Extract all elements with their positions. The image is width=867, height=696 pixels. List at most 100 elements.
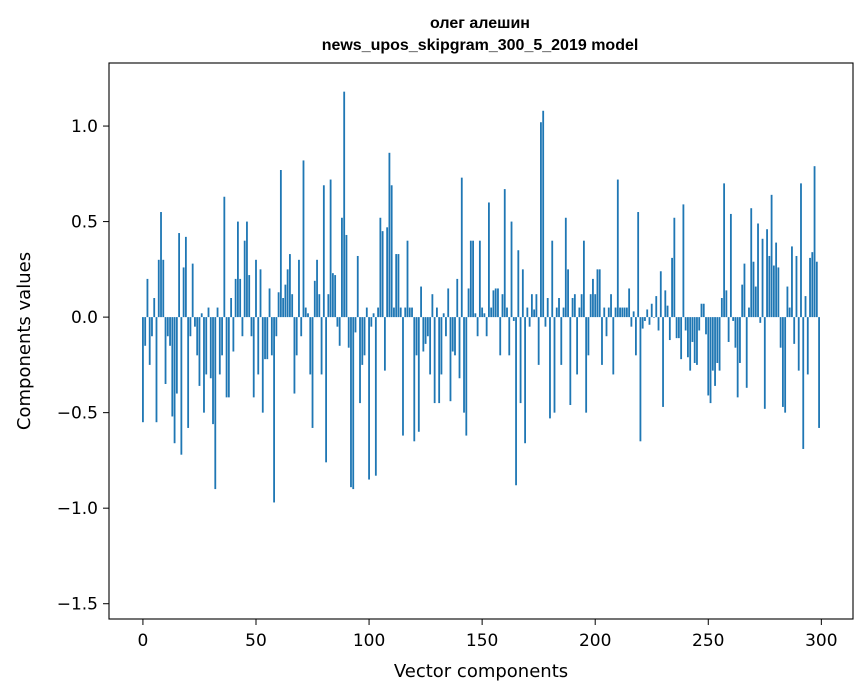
bar [786,286,789,318]
bar [318,294,321,318]
bar [492,290,495,318]
plot-frame [108,62,854,620]
bar [381,231,384,318]
bar [393,307,395,318]
bar [768,255,771,318]
bar [815,261,818,318]
bar [519,317,522,404]
bar [705,317,707,335]
bar [180,317,183,455]
bar [601,317,603,365]
bar [576,317,579,375]
bar [420,286,422,318]
bar [506,307,508,318]
bar [526,307,529,318]
bar [743,263,746,318]
bar [802,317,805,449]
bar [191,263,194,318]
bar [700,303,703,318]
bar [198,317,201,386]
bar [433,317,436,404]
bar [635,317,637,356]
bar [171,317,174,417]
bar [345,234,348,318]
x-tick-label: 0 [138,631,149,651]
bar [205,317,208,375]
bar [720,298,723,318]
bar [596,269,599,318]
bar [488,202,490,318]
bar [282,298,285,318]
bar [447,288,450,318]
bar [718,317,721,371]
bar [388,152,391,318]
bar [424,317,427,344]
bar [809,257,811,318]
bar [582,240,585,318]
bar [230,298,233,318]
bar [616,179,619,318]
bar [325,317,327,463]
bar [741,284,744,318]
bar [702,303,705,318]
bar [257,317,260,375]
bar [528,317,531,327]
bar [284,284,287,318]
bar [386,227,389,318]
bar [770,194,773,318]
bar [374,317,377,476]
bar [402,317,404,436]
bar [542,110,545,318]
y-tick-label: 1.0 [71,117,98,137]
bar [485,317,488,337]
bar [646,309,649,318]
bar [696,317,698,365]
bar [279,170,282,318]
bar [463,317,465,413]
bar [422,317,425,352]
bar [524,317,526,444]
bar [549,317,551,419]
bar [716,317,719,363]
bar [517,250,520,318]
bar [474,313,477,318]
bar [788,307,791,318]
bar [266,317,269,360]
bar [567,269,569,318]
bar [490,307,493,318]
bar [327,294,330,318]
bar [637,212,640,318]
bar [218,317,221,375]
bar [684,317,687,331]
bar [723,183,726,318]
bar [460,177,463,318]
bar [666,305,669,318]
bar [429,317,432,375]
x-axis-label: Vector components [394,661,568,682]
bar [350,317,352,488]
bar [806,317,809,375]
bar [146,278,149,318]
bar [750,208,753,318]
bar [187,317,190,428]
bar [259,269,262,318]
bar [610,294,612,318]
bar [250,317,253,337]
bar [221,317,223,356]
bar [754,286,757,318]
bar [501,294,504,318]
bar [476,317,479,337]
bar [252,317,255,398]
bar [589,294,592,318]
bar [216,307,219,318]
bar [811,252,814,318]
bar [580,294,583,318]
bar [277,292,280,318]
bar [178,233,181,318]
bar [295,317,298,356]
bar [714,317,716,386]
bar [309,317,312,375]
bar [644,317,646,321]
